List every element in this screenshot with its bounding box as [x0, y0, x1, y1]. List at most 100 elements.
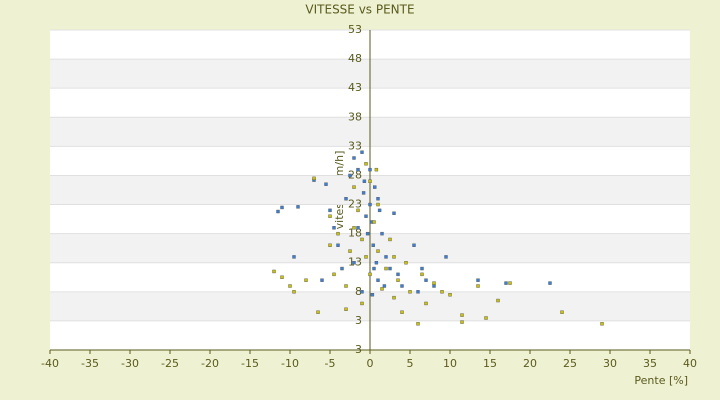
point	[360, 290, 364, 294]
x-tick-label: -20	[201, 357, 219, 370]
point	[396, 278, 400, 282]
point	[324, 182, 328, 186]
point	[371, 243, 375, 247]
point	[356, 208, 360, 213]
point	[292, 255, 296, 259]
point	[508, 281, 512, 285]
point	[388, 266, 392, 271]
x-tick-label: -5	[325, 357, 336, 370]
point	[380, 231, 384, 236]
point	[400, 310, 404, 314]
point	[352, 261, 356, 265]
point	[336, 231, 340, 236]
point	[424, 278, 428, 282]
x-tick-label: 0	[367, 357, 374, 370]
point	[424, 301, 428, 306]
point	[600, 322, 604, 326]
point	[374, 167, 379, 172]
x-tick-label: 5	[407, 357, 414, 370]
point	[384, 255, 388, 259]
point	[362, 179, 367, 183]
point	[484, 316, 488, 320]
point	[460, 313, 464, 317]
x-tick-label: 10	[443, 357, 457, 370]
point	[328, 243, 332, 247]
chart-title: VITESSE vs PENTE	[305, 3, 414, 17]
y-tick-label: 28	[348, 168, 362, 181]
y-tick-label: 38	[348, 110, 362, 123]
point	[373, 185, 377, 189]
point	[364, 255, 368, 259]
point	[560, 310, 564, 314]
point	[356, 226, 360, 230]
point	[320, 278, 324, 282]
point	[420, 266, 424, 271]
x-tick-label: 20	[523, 357, 537, 370]
point	[328, 214, 332, 218]
x-axis-title: Pente [%]	[634, 374, 688, 387]
point	[368, 167, 372, 172]
point	[396, 272, 400, 277]
point	[432, 281, 436, 285]
point	[368, 272, 372, 277]
x-tick-label: -40	[41, 357, 59, 370]
point	[372, 220, 376, 224]
point	[340, 266, 344, 271]
y-tick-label: 33	[348, 139, 362, 152]
point	[504, 281, 508, 285]
point	[348, 173, 352, 178]
point	[316, 310, 320, 314]
point	[444, 255, 448, 259]
x-tick-label: 30	[603, 357, 617, 370]
y-tick-label: 48	[348, 52, 362, 65]
point	[360, 301, 364, 306]
point	[365, 231, 370, 236]
x-tick-label: -30	[121, 357, 139, 370]
point	[336, 243, 340, 247]
point	[304, 278, 308, 282]
point	[332, 226, 336, 230]
x-tick-label: 40	[683, 357, 697, 370]
point	[344, 197, 348, 201]
point	[377, 208, 382, 213]
point	[548, 281, 552, 285]
point	[288, 284, 292, 288]
point	[392, 211, 396, 215]
x-tick-label: -35	[81, 357, 99, 370]
x-tick-label: 35	[643, 357, 657, 370]
point	[400, 284, 404, 288]
point	[280, 275, 284, 279]
point	[360, 237, 364, 242]
point	[368, 202, 372, 207]
point	[356, 167, 360, 172]
point	[496, 298, 500, 303]
point	[352, 185, 356, 189]
point	[408, 290, 412, 294]
x-tick-label: 15	[483, 357, 497, 370]
point	[332, 272, 336, 277]
point	[374, 261, 379, 265]
point	[476, 284, 480, 288]
point	[460, 320, 464, 324]
point	[312, 176, 316, 181]
y-tick-label: 18	[348, 227, 362, 240]
point	[348, 249, 352, 253]
point	[384, 266, 388, 271]
point	[344, 284, 348, 288]
point	[476, 278, 480, 282]
x-tick-label: -25	[161, 357, 179, 370]
point	[448, 293, 452, 297]
point	[364, 162, 368, 166]
point	[388, 237, 392, 242]
point	[380, 287, 384, 291]
point	[372, 266, 376, 271]
point	[392, 295, 396, 300]
point	[420, 272, 424, 277]
x-tick-label: -10	[281, 357, 299, 370]
point	[440, 290, 444, 294]
point	[352, 156, 356, 160]
y-tick-label: 8	[355, 285, 362, 298]
point	[360, 150, 364, 154]
point	[352, 226, 356, 230]
